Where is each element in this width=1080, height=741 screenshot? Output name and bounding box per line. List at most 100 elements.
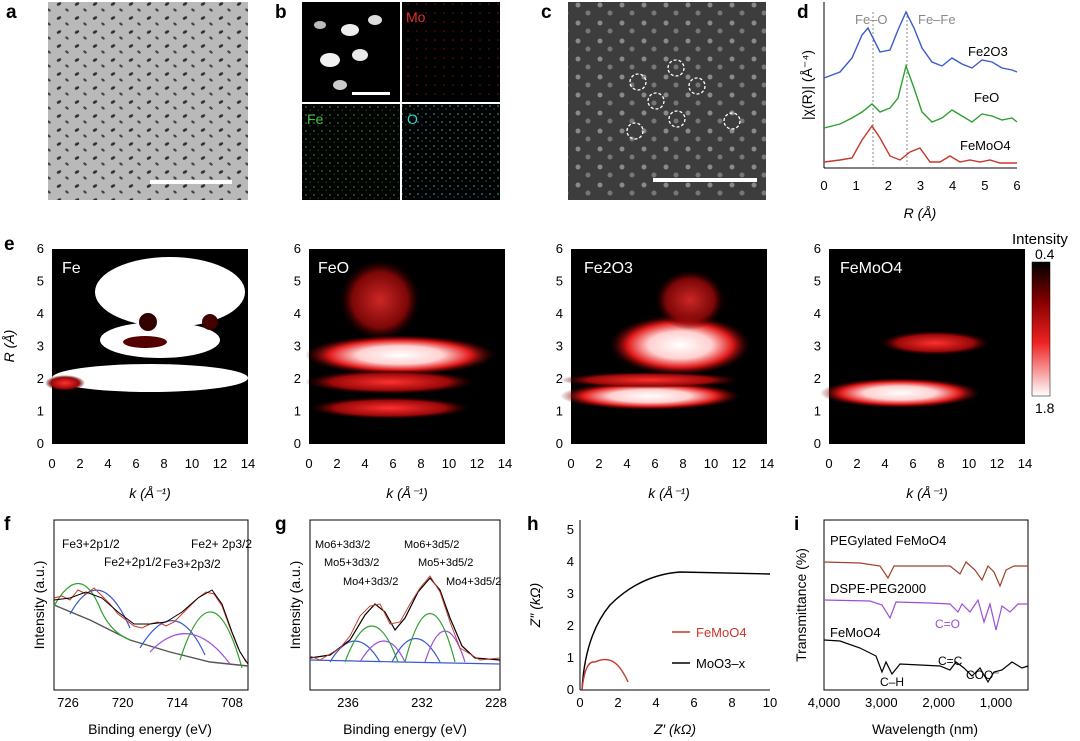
scale-bar-c xyxy=(653,178,757,182)
panel-f-label: f xyxy=(4,514,11,535)
e2-xtick: 10 xyxy=(442,456,456,471)
e1-ytick: 5 xyxy=(37,274,44,289)
i-ann-ch: C–H xyxy=(880,675,904,689)
e3-xtick: 4 xyxy=(623,456,630,471)
e4-ytick: 1 xyxy=(814,404,821,419)
g-peak-2: Mo5+3d3/2 xyxy=(324,557,379,569)
panel-h-label: h xyxy=(527,514,539,535)
e2-xtick: 14 xyxy=(498,456,512,471)
d-xlabel: R (Å) xyxy=(904,205,937,221)
e1-xtick: 0 xyxy=(48,456,55,471)
e2-ytick: 1 xyxy=(294,404,301,419)
g-xtick: 232 xyxy=(411,695,433,710)
g-peak-4: Mo6+3d5/2 xyxy=(404,539,459,551)
f-xtick: 714 xyxy=(166,695,188,710)
i-ann-coo: COO⁻ xyxy=(966,668,1000,682)
i-xtick: 1,000 xyxy=(980,695,1013,710)
e2-ytick: 6 xyxy=(294,241,301,256)
e2-ytick: 3 xyxy=(294,339,301,354)
i-trace-dspe-peg: DSPE-PEG2000 xyxy=(830,581,926,596)
e2-ytick: 2 xyxy=(294,371,301,386)
h-ytick: 1 xyxy=(567,650,574,665)
e4-xtick: 0 xyxy=(825,456,832,471)
i-xtick: 2,000 xyxy=(922,695,955,710)
e1-xtick: 10 xyxy=(185,456,199,471)
channel-fe: Fe xyxy=(307,111,324,127)
e2-xtick: 2 xyxy=(333,456,340,471)
e3-xtick: 10 xyxy=(704,456,718,471)
e1-xtick: 14 xyxy=(241,456,255,471)
h-xtick: 10 xyxy=(763,695,777,710)
map-label-fe: Fe xyxy=(62,260,81,277)
d-xtick: 5 xyxy=(981,178,988,193)
d-xtick: 2 xyxy=(885,178,892,193)
e2-ytick: 0 xyxy=(294,436,301,451)
e3-ytick: 5 xyxy=(556,274,563,289)
scale-bar-a xyxy=(150,180,232,184)
g-peak-5: Mo5+3d5/2 xyxy=(418,557,473,569)
nyquist-plot: 0 2 4 6 8 10 0 1 2 3 4 5 xyxy=(567,520,777,710)
ftir-plot: 4,000 3,000 2,000 1,000 xyxy=(808,519,1029,710)
g-xtick: 228 xyxy=(485,695,507,710)
peak-label-fe-fe: Fe–Fe xyxy=(918,12,956,27)
colorbar-max: 0.4 xyxy=(1035,246,1055,262)
g-peak-3: Mo4+3d3/2 xyxy=(343,576,398,588)
tem-image xyxy=(48,2,248,200)
e3-xtick: 8 xyxy=(679,456,686,471)
e4-xtick: 8 xyxy=(937,456,944,471)
h-ylabel: Z″ (kΩ) xyxy=(527,583,543,628)
i-trace-femoo4: FeMoO4 xyxy=(830,625,881,640)
e2-xtick: 4 xyxy=(361,456,368,471)
colorbar-title: Intensity xyxy=(1012,231,1068,248)
d-xtick: 6 xyxy=(1013,178,1020,193)
i-xtick: 3,000 xyxy=(865,695,898,710)
e3-xtick: 14 xyxy=(760,456,774,471)
e2-xtick: 0 xyxy=(305,456,312,471)
f-xtick: 726 xyxy=(57,695,79,710)
h-legend-femoo4: FeMoO4 xyxy=(696,625,747,640)
e1-xtick: 8 xyxy=(160,456,167,471)
e1-ytick: 4 xyxy=(37,306,44,321)
f-peak-3: Fe3+2p3/2 xyxy=(163,557,221,571)
e4-xtick: 12 xyxy=(990,456,1004,471)
h-ytick: 3 xyxy=(567,586,574,601)
d-ylabel: |χ(R)| (Å⁻⁴) xyxy=(799,50,815,120)
i-ann-cc: C=C xyxy=(938,654,963,668)
eds-maps xyxy=(302,2,500,200)
colorbar-min: 1.8 xyxy=(1035,400,1055,416)
e-xlabel-4: k (Å⁻¹) xyxy=(906,485,948,501)
e1-ytick: 0 xyxy=(37,436,44,451)
d-xtick: 0 xyxy=(820,178,827,193)
panel-i-label: i xyxy=(794,514,799,535)
d-xtick: 3 xyxy=(917,178,924,193)
panel-d-label: d xyxy=(797,2,809,23)
panel-c-label: c xyxy=(541,2,552,23)
e4-ytick: 6 xyxy=(814,241,821,256)
f-xtick: 708 xyxy=(221,695,243,710)
e3-ytick: 0 xyxy=(556,436,563,451)
g-peak-6: Mo4+3d5/2 xyxy=(446,576,501,588)
e3-ytick: 3 xyxy=(556,339,563,354)
map-label-feo: FeO xyxy=(318,260,349,277)
e1-ytick: 6 xyxy=(37,241,44,256)
d-xtick: 4 xyxy=(949,178,956,193)
e3-ytick: 2 xyxy=(556,371,563,386)
e2-xtick: 12 xyxy=(470,456,484,471)
channel-o: O xyxy=(407,111,418,127)
peak-label-fe-o: Fe–O xyxy=(855,12,888,27)
series-fe2o3: Fe2O3 xyxy=(968,44,1008,59)
e4-xtick: 14 xyxy=(1018,456,1032,471)
e1-xtick: 4 xyxy=(104,456,111,471)
exafs-plot: 0 1 2 3 4 5 6 xyxy=(820,2,1021,193)
panel-g-label: g xyxy=(275,514,287,535)
g-peak-1: Mo6+3d3/2 xyxy=(315,539,370,551)
e3-ytick: 1 xyxy=(556,404,563,419)
f-xlabel: Binding energy (eV) xyxy=(88,721,212,737)
e1-xtick: 6 xyxy=(132,456,139,471)
i-xtick: 4,000 xyxy=(808,695,841,710)
e4-ytick: 0 xyxy=(814,436,821,451)
h-xlabel: Z′ (kΩ) xyxy=(653,721,696,737)
f-peak-4: Fe2+ 2p3/2 xyxy=(191,537,252,551)
e-xlabel-3: k (Å⁻¹) xyxy=(648,485,690,501)
